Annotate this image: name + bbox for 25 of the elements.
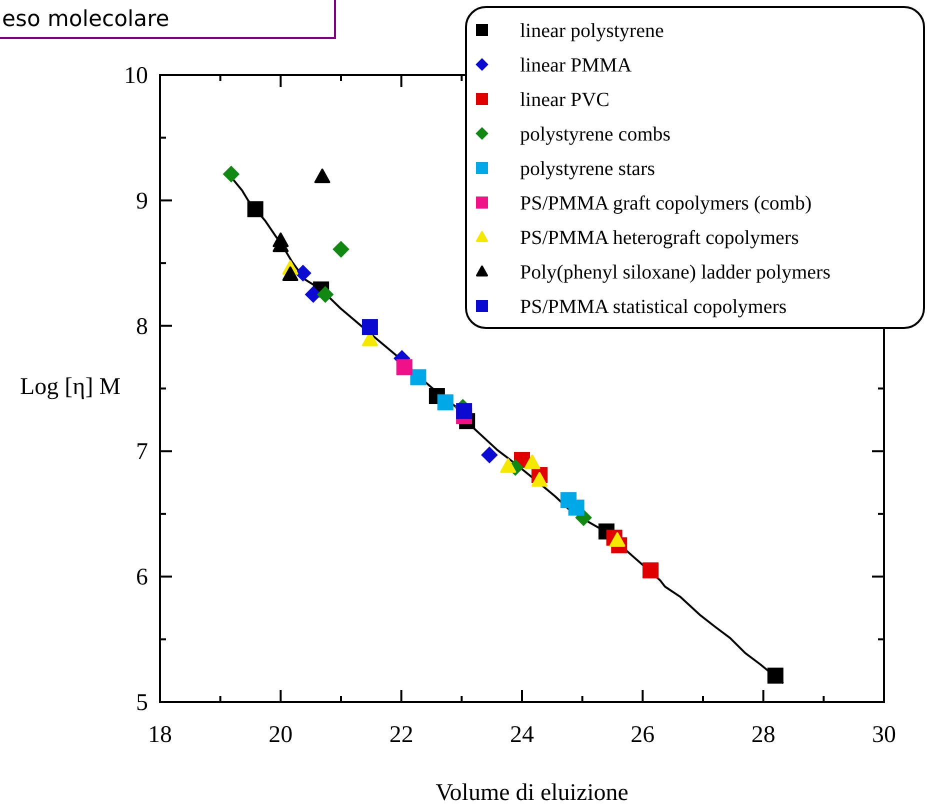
x-axis-title: Volume di eluizione	[436, 780, 628, 806]
legend-label: linear polystyrene	[520, 20, 664, 42]
y-tick-label: 6	[136, 564, 148, 591]
x-tick-label: 28	[751, 722, 776, 748]
legend-label: polystyrene stars	[520, 158, 656, 180]
x-tick-label: 20	[268, 722, 293, 748]
legend-label: PS/PMMA graft copolymers (comb)	[520, 192, 812, 214]
x-tick-label: 22	[389, 722, 414, 748]
y-tick-label: 10	[124, 63, 148, 89]
y-axis-title: Log [η] M	[20, 374, 121, 400]
y-tick-label: 9	[136, 188, 148, 214]
x-tick-label: 26	[630, 722, 655, 748]
y-tick-label: 5	[136, 690, 148, 716]
legend-label: linear PVC	[520, 89, 610, 111]
legend-label: Poly(phenyl siloxane) ladder polymers	[520, 262, 831, 284]
legend-label: polystyrene combs	[520, 124, 671, 146]
y-tick-label: 7	[136, 439, 148, 466]
x-tick-label: 30	[872, 722, 896, 748]
legend-label: PS/PMMA statistical copolymers	[520, 296, 787, 318]
legend-label: linear PMMA	[520, 54, 632, 76]
x-tick-label: 24	[510, 722, 534, 748]
chart-title: eso molecolare	[2, 7, 170, 32]
y-tick-label: 8	[136, 314, 148, 340]
legend-label: PS/PMMA heterograft copolymers	[520, 227, 800, 249]
x-tick-label: 18	[148, 722, 172, 748]
